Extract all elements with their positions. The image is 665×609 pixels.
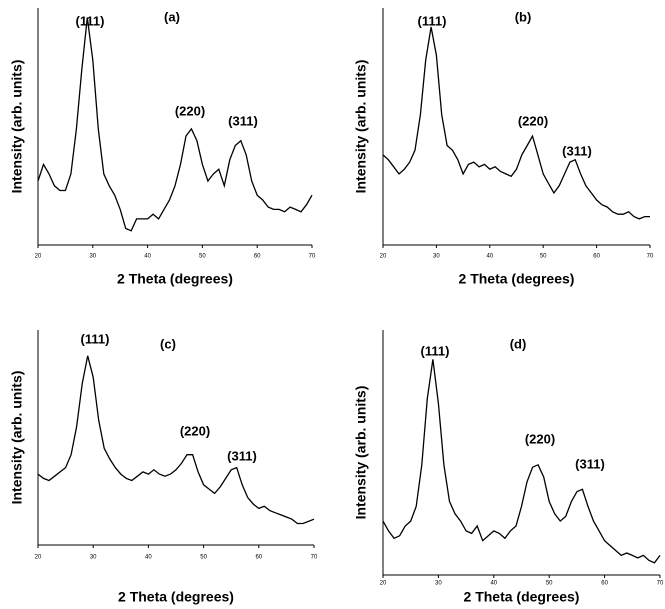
x-tick-label: 20 (380, 581, 387, 587)
peak-label: (220) (518, 113, 548, 128)
x-tick-label: 20 (35, 555, 42, 561)
x-tick-label: 70 (657, 581, 664, 587)
peak-label: (311) (562, 143, 592, 158)
peak-label: (220) (525, 431, 555, 446)
x-tick-label: 50 (540, 254, 547, 260)
y-axis-label: Intensity (arb. units) (353, 386, 369, 520)
peak-label: (311) (575, 456, 605, 471)
panel-label: (d) (510, 336, 527, 351)
x-tick-label: 60 (593, 254, 600, 260)
y-axis-label: Intensity (arb. units) (9, 60, 25, 194)
peak-label: (220) (180, 423, 210, 438)
peak-label: (111) (81, 331, 110, 346)
x-axis-label: 2 Theta (degrees) (117, 271, 233, 287)
x-tick-label: 40 (144, 254, 151, 260)
x-axis-label: 2 Theta (degrees) (459, 271, 575, 287)
peak-label: (311) (228, 113, 258, 128)
peak-label: (111) (76, 13, 105, 28)
x-tick-label: 50 (546, 581, 553, 587)
x-tick-label: 30 (89, 254, 96, 260)
x-tick-label: 40 (486, 254, 493, 260)
peak-label: (220) (175, 103, 205, 118)
x-tick-label: 60 (601, 581, 608, 587)
x-tick-label: 40 (490, 581, 497, 587)
x-tick-label: 30 (435, 581, 442, 587)
panel-label: (a) (164, 9, 180, 24)
x-tick-label: 50 (199, 254, 206, 260)
peak-label: (111) (418, 13, 447, 28)
x-tick-label: 50 (200, 555, 207, 561)
xrd-curve (37, 355, 315, 525)
x-tick-label: 60 (255, 555, 262, 561)
xrd-curve (382, 26, 650, 220)
peak-label: (311) (227, 448, 257, 463)
x-tick-label: 20 (35, 254, 42, 260)
x-tick-label: 20 (380, 254, 387, 260)
x-tick-label: 30 (90, 555, 97, 561)
y-axis-label: Intensity (arb. units) (9, 371, 25, 505)
x-axis-label: 2 Theta (degrees) (464, 589, 580, 605)
x-tick-label: 40 (145, 555, 152, 561)
panel-label: (c) (160, 336, 176, 351)
xrd-curve (382, 359, 661, 564)
x-tick-label: 70 (647, 254, 654, 260)
peak-label: (111) (421, 343, 450, 358)
panel-label: (b) (515, 9, 532, 24)
xrd-curve (37, 17, 313, 232)
x-axis-label: 2 Theta (degrees) (118, 589, 234, 605)
x-tick-label: 30 (433, 254, 440, 260)
x-tick-label: 60 (254, 254, 261, 260)
x-tick-label: 70 (309, 254, 316, 260)
y-axis-label: Intensity (arb. units) (353, 60, 369, 194)
x-tick-label: 70 (311, 555, 318, 561)
